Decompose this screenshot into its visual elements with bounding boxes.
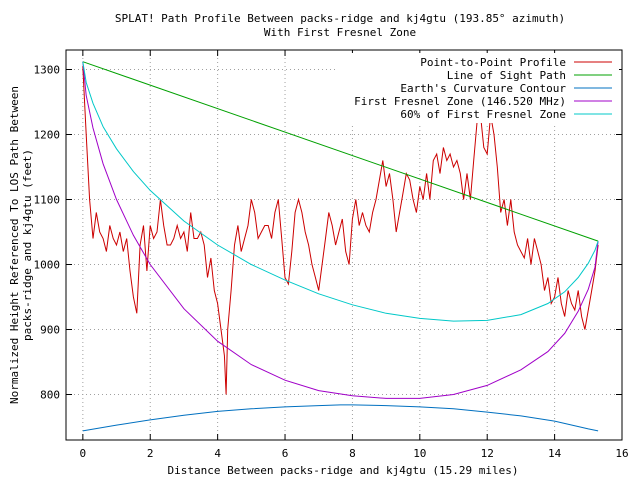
axis-ticks: 0 2 4 6 8 10 12 14 16 800 900 1000 1100 1200 1300 <box>34 50 629 460</box>
y-tick-label: 1200 <box>34 129 61 142</box>
x-tick-label: 10 <box>413 447 426 460</box>
y-tick-label: 1100 <box>34 194 61 207</box>
y-tick-label: 900 <box>40 324 60 337</box>
legend-label-0: Point-to-Point Profile <box>420 56 566 69</box>
plot-frame <box>65 49 623 441</box>
y-tick-label: 1000 <box>34 259 61 272</box>
x-tick-label: 0 <box>80 447 87 460</box>
x-tick-label: 6 <box>282 447 289 460</box>
legend-label-2: Earth's Curvature Contour <box>400 82 566 95</box>
legend-label-3: First Fresnel Zone (146.520 MHz) <box>354 95 566 108</box>
y-axis-label-line1: Normalized Height Referenced To LOS Path… <box>8 86 21 404</box>
series-line-3 <box>82 61 599 399</box>
x-tick-label: 12 <box>481 447 494 460</box>
legend-label-4: 60% of First Fresnel Zone <box>400 108 566 121</box>
series-line-2 <box>82 404 599 432</box>
chart-title: SPLAT! Path Profile Between packs-ridge … <box>115 12 565 25</box>
x-tick-label: 2 <box>147 447 154 460</box>
series-line-1 <box>82 61 599 242</box>
chart-subtitle: With First Fresnel Zone <box>264 26 416 39</box>
grid <box>66 50 622 440</box>
legend-label-1: Line of Sight Path <box>447 69 566 82</box>
series-line-0 <box>82 66 599 395</box>
y-tick-label: 800 <box>40 389 60 402</box>
y-tick-label: 1300 <box>34 64 61 77</box>
series-lines <box>82 61 599 432</box>
legend-background <box>336 53 619 123</box>
x-tick-label: 14 <box>548 447 562 460</box>
series-line-4 <box>82 61 599 322</box>
x-tick-label: 4 <box>214 447 221 460</box>
x-tick-label: 8 <box>349 447 356 460</box>
x-axis-label: Distance Between packs-ridge and kj4gtu … <box>168 464 519 477</box>
y-axis-label-line2: packs-ridge and kj4gtu (feet) <box>21 149 34 341</box>
x-tick-label: 16 <box>615 447 628 460</box>
